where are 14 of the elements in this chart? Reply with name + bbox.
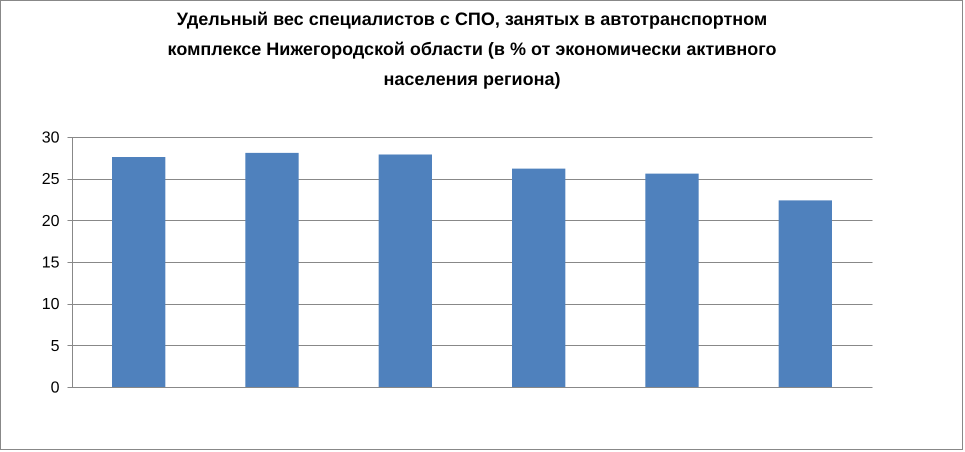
y-tick-label: 5 [50, 338, 60, 355]
y-tick-label: 10 [42, 296, 60, 314]
y-tick-label: 30 [42, 130, 60, 146]
y-tick-label: 15 [42, 254, 60, 272]
bar [512, 168, 566, 387]
y-tick-label: 25 [42, 171, 60, 188]
bar [778, 200, 832, 387]
bar [112, 157, 166, 387]
y-tick-label: 20 [42, 212, 60, 230]
bar [645, 174, 699, 387]
chart-title: Удельный вес специалистов с СПО, занятых в автотранспортном комплексе Нижегородской области (в % от экономически активного населения региона) [168, 9, 776, 89]
y-tick-label: 0 [50, 380, 60, 396]
bar [378, 154, 432, 387]
bar [245, 152, 299, 387]
